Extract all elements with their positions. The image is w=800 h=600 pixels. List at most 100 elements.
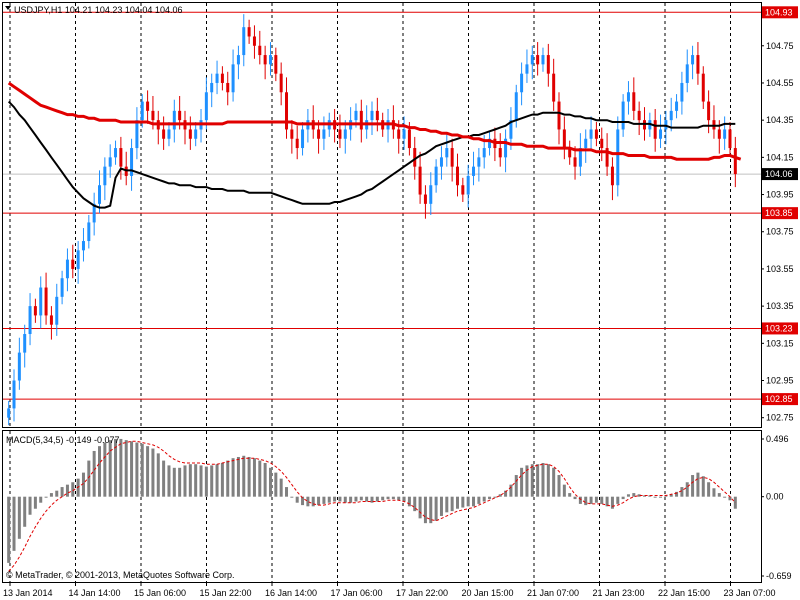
price-tick-label: 103.35: [766, 301, 794, 311]
macd-histogram-bar: [594, 496, 598, 503]
bull-candle: [520, 73, 524, 93]
macd-histogram-bar: [301, 496, 305, 506]
bear-candle: [407, 129, 411, 149]
price-level-tag-label: 103.85: [765, 208, 793, 218]
current-price-tag: [762, 168, 798, 181]
macd-histogram-bar: [242, 455, 246, 497]
price-panel-frame: [2, 2, 762, 428]
bear-candle: [49, 315, 53, 325]
macd-histogram-bar: [98, 446, 102, 497]
macd-histogram-bar: [584, 496, 588, 506]
macd-histogram-bar: [723, 496, 727, 498]
macd-histogram-bar: [236, 456, 240, 497]
bear-candle: [295, 138, 299, 149]
bull-candle: [114, 148, 118, 158]
macd-histogram-bar: [44, 496, 48, 498]
macd-histogram-bar: [12, 496, 16, 551]
bear-candle: [71, 259, 75, 269]
bear-candle: [290, 129, 294, 139]
macd-label: MACD(5,34,5) -0.149 -0.077: [6, 435, 120, 445]
moving-average-red: [7, 81, 742, 161]
macd-histogram-bar: [114, 438, 118, 497]
bull-candle: [210, 82, 214, 93]
price-level-tag[interactable]: [762, 6, 798, 19]
macd-histogram-bar: [637, 494, 641, 497]
macd-histogram-bar: [28, 496, 32, 515]
macd-histogram-bar: [626, 494, 630, 497]
bull-candle: [466, 175, 470, 195]
macd-histogram-bar: [274, 472, 278, 497]
macd-histogram-bar: [707, 482, 711, 497]
macd-histogram-bar: [33, 496, 37, 509]
current-price-label: 104.06: [765, 169, 793, 179]
macd-histogram-bar: [728, 496, 732, 501]
macd-histogram-bar: [568, 493, 572, 497]
bull-candle: [530, 55, 534, 65]
macd-histogram-bar: [616, 496, 620, 504]
macd-histogram-bar: [525, 465, 529, 497]
macd-histogram-bar: [530, 464, 534, 497]
macd-tick-label: 0.00: [766, 492, 784, 502]
bull-candle: [81, 241, 85, 251]
price-tick-label: 102.75: [766, 413, 794, 423]
symbol-header[interactable]: USDJPY,H1 104.21 104.23 104.04 104.06: [5, 5, 182, 15]
bull-candle: [28, 306, 32, 335]
macd-histogram-bar: [156, 453, 160, 497]
time-tick-label: 17 Jan 06:00: [331, 588, 383, 598]
macd-histogram-bar: [354, 496, 358, 502]
bull-candle: [402, 129, 406, 139]
price-level-tag-label: 104.93: [765, 7, 793, 17]
bull-candle: [434, 166, 438, 186]
price-level-tag[interactable]: [762, 207, 798, 220]
macd-histogram-bar: [247, 456, 251, 497]
macd-histogram-bar: [691, 475, 695, 497]
bull-candle: [578, 148, 582, 167]
bull-candle: [322, 129, 326, 139]
bull-candle: [616, 129, 620, 186]
price-axis[interactable]: 104.75 104.55 104.35 104.15 103.95 103.75 103.…: [761, 6, 798, 581]
bear-candle: [151, 110, 155, 121]
bear-candle: [226, 82, 230, 93]
macd-histogram-bar: [119, 438, 123, 497]
bull-candle: [12, 380, 16, 409]
price-level-tag[interactable]: [762, 393, 798, 406]
triangle-down-icon[interactable]: [5, 6, 11, 10]
macd-histogram-bar: [536, 464, 540, 497]
time-tick-label: 21 Jan 07:00: [527, 588, 579, 598]
macd-histogram-bar: [573, 496, 577, 500]
macd-histogram-bar: [455, 496, 459, 509]
horizontal-price-lines[interactable]: [3, 11, 761, 400]
macd-histogram-bar: [381, 496, 385, 501]
macd-histogram-bar: [359, 496, 363, 501]
macd-histogram-bar: [285, 487, 289, 497]
macd-histogram-bar: [648, 495, 652, 497]
macd-histogram-bar: [188, 464, 192, 497]
macd-histogram-bar: [493, 496, 497, 498]
bull-candle: [514, 92, 518, 121]
macd-histogram-bar: [268, 467, 272, 497]
macd-indicator: [7, 438, 737, 572]
bull-candle: [621, 101, 625, 130]
bull-candle: [504, 138, 508, 158]
macd-histogram-bar: [509, 484, 513, 497]
macd-histogram-bar: [194, 464, 198, 497]
bear-candle: [637, 110, 641, 121]
bear-candle: [423, 194, 427, 204]
macd-histogram-bar: [172, 467, 176, 497]
macd-signal-line: [8, 440, 736, 572]
bull-candle: [584, 138, 588, 149]
macd-histogram-bar: [7, 496, 11, 563]
time-axis[interactable]: 13 Jan 2014 14 Jan 14:00 15 Jan 06:00 15 Ja…: [3, 582, 776, 598]
macd-histogram-bar: [124, 440, 128, 497]
price-level-tag[interactable]: [762, 322, 798, 335]
macd-histogram-bar: [413, 496, 417, 512]
bear-candle: [536, 55, 540, 65]
price-tick-label: 103.75: [766, 227, 794, 237]
bull-candle: [439, 157, 443, 167]
macd-tick-label: 0.496: [766, 434, 789, 444]
bear-candle: [375, 110, 379, 121]
price-tick-label: 104.35: [766, 115, 794, 125]
macd-histogram-bar: [477, 496, 481, 504]
bear-candle: [573, 157, 577, 167]
